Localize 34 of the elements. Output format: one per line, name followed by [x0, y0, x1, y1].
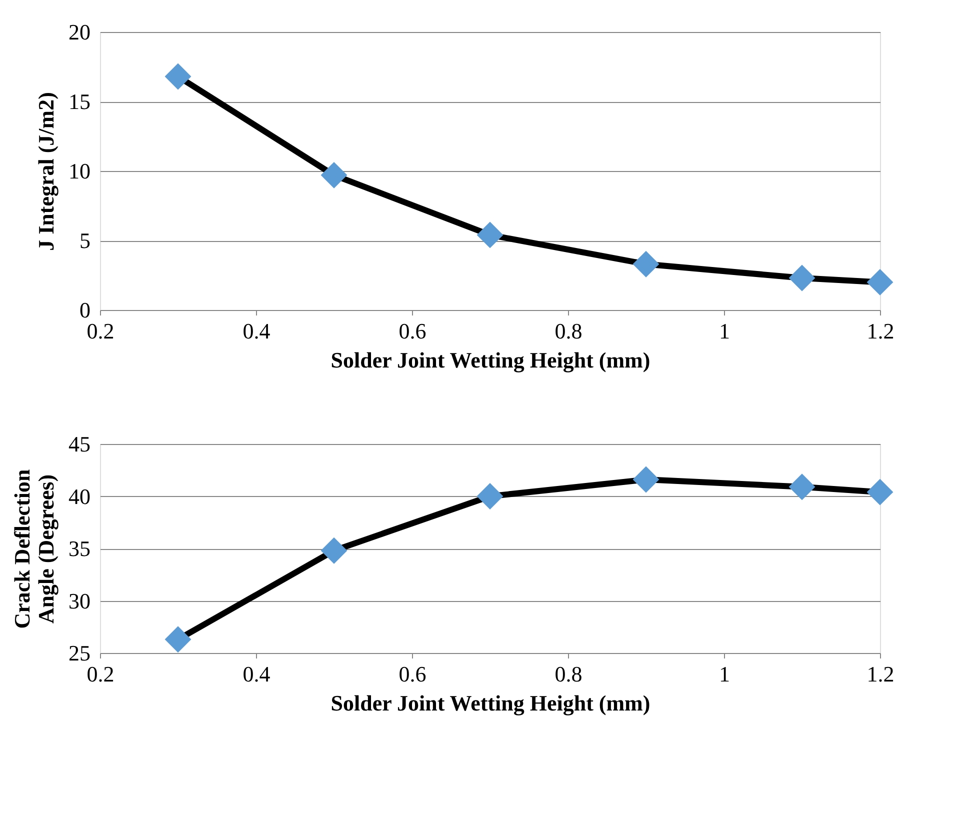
point	[632, 250, 660, 278]
point	[632, 466, 660, 493]
x-tick-label: 0.4	[242, 662, 270, 686]
y-axis-title: Crack Deflection Angle (Degrees)	[10, 469, 58, 629]
point	[788, 474, 816, 500]
x-tick-label: 1.2	[866, 318, 894, 344]
x-tick-label: 0.6	[398, 318, 426, 344]
y-tick-label: 5	[80, 228, 90, 253]
x-axis-title: Solder Joint Wetting Height (mm)	[330, 690, 650, 716]
y-tick-label: 10	[68, 158, 90, 184]
point	[476, 483, 504, 510]
x-tick-label: 0.8	[554, 318, 582, 344]
x-tick-label: 1.2	[866, 662, 894, 686]
point	[320, 162, 348, 188]
y-tick-label: 20	[68, 20, 90, 44]
point	[164, 626, 192, 653]
y-tick-label: 40	[68, 484, 90, 509]
y-tick-label: 15	[68, 89, 90, 114]
x-tick-label: 0.4	[242, 318, 270, 344]
y-axis-title: J Integral (J/m2)	[34, 92, 58, 251]
y-tick-label: 45	[68, 432, 90, 456]
x-tick-label: 1	[719, 318, 730, 344]
point	[866, 268, 894, 296]
point	[320, 537, 348, 564]
x-tick-label: 0.6	[398, 662, 426, 686]
x-tick-label: 0.8	[554, 662, 582, 686]
point	[476, 222, 504, 248]
x-tick-label: 1	[719, 662, 730, 686]
point	[788, 264, 816, 292]
y-tick-label: 35	[68, 536, 90, 561]
point	[164, 63, 192, 90]
x-axis-title: Solder Joint Wetting Height (mm)	[330, 348, 650, 372]
point	[866, 478, 894, 506]
y-tick-label: 30	[68, 588, 90, 614]
